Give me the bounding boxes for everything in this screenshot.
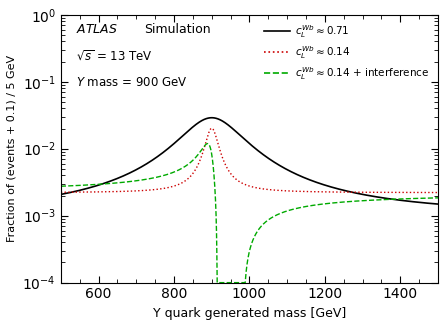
Text: $\mathit{ATLAS}$: $\mathit{ATLAS}$: [76, 23, 118, 36]
Y-axis label: Fraction of (events + 0.1) / 5 GeV: Fraction of (events + 0.1) / 5 GeV: [7, 55, 17, 242]
Text: Simulation: Simulation: [144, 23, 210, 36]
Text: $Y$ mass = 900 GeV: $Y$ mass = 900 GeV: [76, 77, 187, 89]
Text: $\sqrt{s}$ = 13 TeV: $\sqrt{s}$ = 13 TeV: [76, 50, 153, 64]
X-axis label: Y quark generated mass [GeV]: Y quark generated mass [GeV]: [153, 307, 346, 320]
Legend: $c_L^{Wb} \approx 0.71$, $c_L^{Wb} \approx 0.14$, $c_L^{Wb} \approx 0.14$ + inte: $c_L^{Wb} \approx 0.71$, $c_L^{Wb} \appr…: [261, 20, 433, 85]
